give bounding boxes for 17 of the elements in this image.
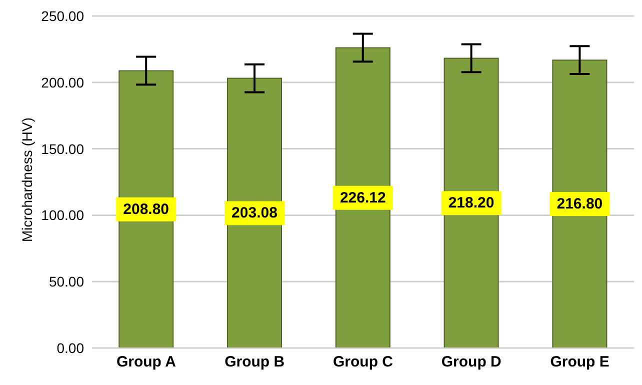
x-tick-label: Group A bbox=[116, 354, 176, 371]
x-tick-label: Group E bbox=[550, 354, 610, 371]
data-label: 208.80 bbox=[123, 200, 170, 218]
y-axis-title: Microhardness (HV) bbox=[18, 118, 35, 242]
y-tick-label: 200.00 bbox=[41, 74, 84, 90]
data-label: 203.08 bbox=[232, 204, 278, 222]
y-tick-label: 50.00 bbox=[48, 274, 84, 290]
y-tick-label: 0.00 bbox=[56, 340, 84, 356]
y-tick-label: 250.00 bbox=[41, 8, 84, 24]
x-tick-label: Group B bbox=[224, 354, 285, 371]
data-label: 218.20 bbox=[448, 194, 494, 212]
y-tick-label: 100.00 bbox=[41, 207, 84, 224]
data-label: 226.12 bbox=[340, 189, 386, 206]
y-tick-label: 150.00 bbox=[41, 140, 84, 157]
data-label: 216.80 bbox=[556, 196, 603, 213]
x-tick-label: Group C bbox=[333, 354, 394, 371]
x-tick-label: Group D bbox=[441, 354, 502, 371]
